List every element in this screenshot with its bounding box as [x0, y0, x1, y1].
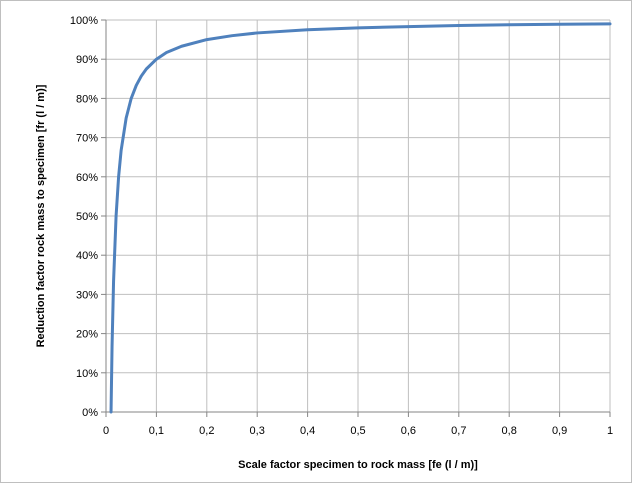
x-tick-label: 0,9	[552, 425, 567, 437]
y-tick-label: 0%	[82, 407, 98, 419]
x-tick-label: 1	[607, 425, 613, 437]
x-tick-label: 0,8	[502, 425, 517, 437]
x-axis-title: Scale factor specimen to rock mass [fe (…	[238, 459, 478, 471]
y-tick-labels: 0% 10% 20% 30% 40% 50% 60% 70% 80% 90% 100%	[70, 15, 98, 419]
series-line	[109, 22, 612, 414]
x-tick-labels: 0 0,1 0,2 0,3 0,4 0,5 0,6 0,7 0,8 0,9 1	[103, 425, 613, 437]
series-group	[109, 22, 612, 414]
y-tick-label: 30%	[76, 289, 98, 301]
y-tick-label: 50%	[76, 211, 98, 223]
y-tick-label: 90%	[76, 54, 98, 66]
y-tick-label: 70%	[76, 133, 98, 145]
gridlines	[106, 19, 611, 412]
y-tick-label: 80%	[76, 93, 98, 105]
y-axis-title: Reduction factor rock mass to specimen […	[35, 84, 47, 347]
axes	[101, 19, 611, 417]
y-tick-label: 100%	[70, 15, 98, 27]
y-tick-label: 40%	[76, 250, 98, 262]
x-tick-label: 0,1	[149, 425, 164, 437]
y-tick-label: 60%	[76, 172, 98, 184]
x-tick-label: 0,4	[300, 425, 315, 437]
y-tick-label: 20%	[76, 329, 98, 341]
x-tick-label: 0,5	[350, 425, 365, 437]
y-tick-label: 10%	[76, 368, 98, 380]
x-tick-label: 0,3	[250, 425, 265, 437]
x-tick-label: 0	[103, 425, 109, 437]
x-tick-label: 0,7	[451, 425, 466, 437]
x-tick-label: 0,2	[199, 425, 214, 437]
x-tick-label: 0,6	[401, 425, 416, 437]
